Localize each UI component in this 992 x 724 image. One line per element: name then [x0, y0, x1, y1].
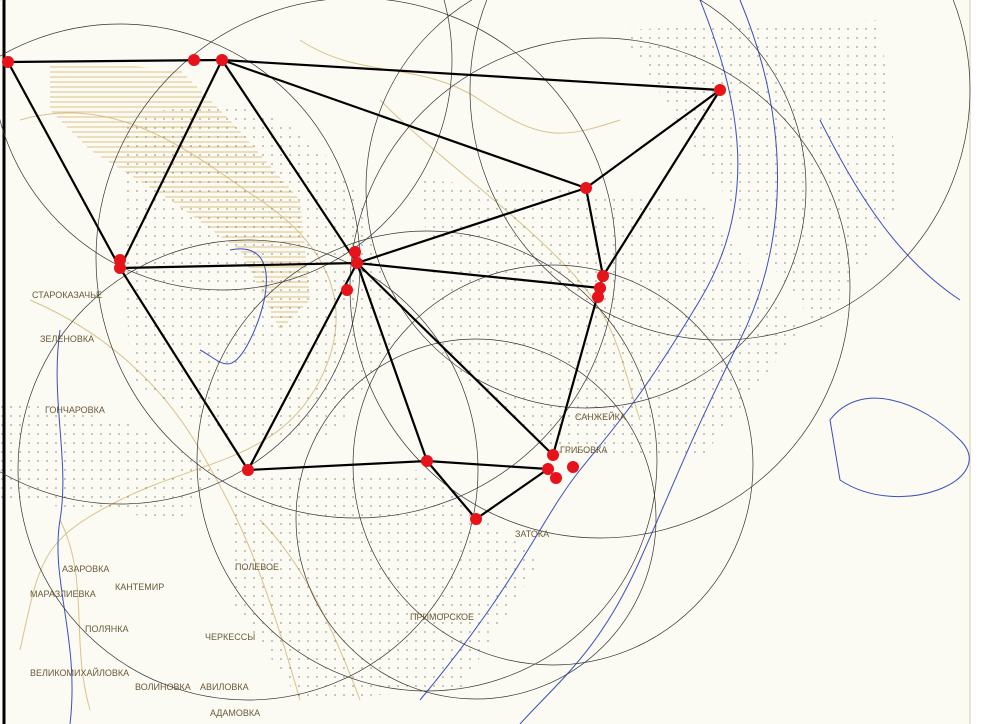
- place-label: МАРАЗЛИЕВКА: [30, 589, 96, 599]
- station: [580, 182, 592, 194]
- place-label: АЗАРОВКА: [62, 564, 109, 574]
- place-label: ПОЛЕВОЕ: [235, 562, 279, 572]
- station: [542, 463, 554, 475]
- station: [2, 56, 14, 68]
- station: [550, 472, 562, 484]
- place-label: АВИЛОВКА: [200, 682, 249, 692]
- station: [351, 257, 363, 269]
- place-label: ЧЕРКЕССЫ: [205, 632, 255, 642]
- place-label: ВЕЛИКОМИХАЙЛОВКА: [30, 667, 129, 678]
- station: [592, 291, 604, 303]
- place-label: ПОЛЯНКА: [85, 624, 129, 634]
- place-label: САНЖЕЙКА: [575, 411, 626, 422]
- station: [714, 84, 726, 96]
- station: [470, 513, 482, 525]
- place-label: ПРИМОРСКОЕ: [410, 612, 474, 622]
- station: [547, 449, 559, 461]
- place-label: ЗЕЛЕНОВКА: [40, 334, 94, 344]
- place-label: АДАМОВКА: [210, 708, 260, 718]
- station: [567, 461, 579, 473]
- place-label: КАНТЕМИР: [115, 582, 164, 592]
- map: СТАРОКАЗАЧЬЕ ЗЕЛЕНОВКА ГОНЧАРОВКА АЗАРОВКА М…: [0, 0, 992, 724]
- margin: [970, 0, 992, 724]
- station: [242, 464, 254, 476]
- place-label: ГРИБОВКА: [560, 445, 607, 455]
- place-label: ГОНЧАРОВКА: [45, 405, 105, 415]
- station: [421, 455, 433, 467]
- station: [188, 54, 200, 66]
- place-label: СТАРОКАЗАЧЬЕ: [32, 290, 102, 300]
- station: [216, 54, 228, 66]
- station: [114, 262, 126, 274]
- station: [597, 270, 609, 282]
- station: [349, 246, 361, 258]
- place-label: ЗАТОКА: [515, 529, 549, 539]
- station: [341, 284, 353, 296]
- place-label: ВОЛИНОВКА: [135, 682, 191, 692]
